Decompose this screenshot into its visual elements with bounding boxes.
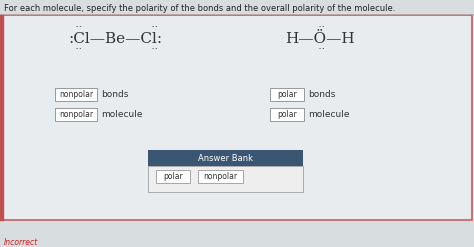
FancyBboxPatch shape bbox=[0, 15, 472, 220]
FancyBboxPatch shape bbox=[270, 108, 304, 121]
FancyBboxPatch shape bbox=[55, 108, 97, 121]
Text: molecule: molecule bbox=[308, 110, 349, 119]
Text: nonpolar: nonpolar bbox=[59, 90, 93, 99]
Text: Incorrect: Incorrect bbox=[4, 238, 38, 247]
Text: Answer Bank: Answer Bank bbox=[198, 153, 253, 163]
FancyBboxPatch shape bbox=[148, 166, 303, 192]
Text: :Cl—Be—Cl:: :Cl—Be—Cl: bbox=[68, 32, 162, 46]
Text: molecule: molecule bbox=[101, 110, 143, 119]
Text: polar: polar bbox=[277, 90, 297, 99]
Text: polar: polar bbox=[163, 172, 183, 181]
FancyBboxPatch shape bbox=[270, 88, 304, 101]
Text: ··: ·· bbox=[75, 24, 83, 30]
Text: nonpolar: nonpolar bbox=[203, 172, 237, 181]
Text: ··: ·· bbox=[151, 46, 159, 52]
FancyBboxPatch shape bbox=[55, 88, 97, 101]
Text: ··: ·· bbox=[318, 46, 326, 52]
FancyBboxPatch shape bbox=[156, 170, 190, 183]
Text: For each molecule, specify the polarity of the bonds and the overall polarity of: For each molecule, specify the polarity … bbox=[4, 4, 395, 13]
Text: bonds: bonds bbox=[101, 90, 128, 99]
Text: ··: ·· bbox=[318, 24, 326, 30]
Text: H—Ö—H: H—Ö—H bbox=[285, 32, 355, 46]
FancyBboxPatch shape bbox=[198, 170, 243, 183]
Text: ··: ·· bbox=[151, 24, 159, 30]
FancyBboxPatch shape bbox=[148, 150, 303, 166]
Text: polar: polar bbox=[277, 110, 297, 119]
Text: ··: ·· bbox=[75, 46, 83, 52]
Text: nonpolar: nonpolar bbox=[59, 110, 93, 119]
Text: bonds: bonds bbox=[308, 90, 336, 99]
